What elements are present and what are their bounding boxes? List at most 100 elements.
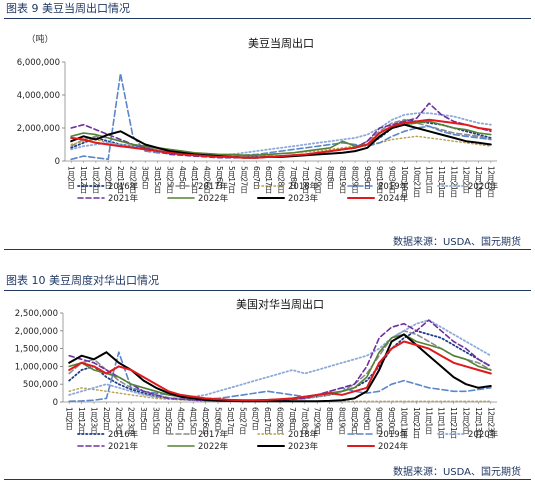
x-tick-label: 8月19日 xyxy=(338,407,347,435)
x-tick-label: 7月29日 xyxy=(314,166,323,194)
legend-label: 2022年 xyxy=(198,441,229,452)
x-tick-label: 10月21日 xyxy=(412,407,421,440)
legend-label: 2024年 xyxy=(378,193,409,204)
x-tick-label: 3月15日 xyxy=(153,166,162,194)
series-line-2020年 xyxy=(68,319,492,400)
series-line-2022年 xyxy=(68,333,492,401)
x-tick-label: 2月2日 xyxy=(104,166,113,190)
x-tick-label: 1月2日 xyxy=(65,407,74,431)
x-tick-label: 7月8日 xyxy=(289,166,298,190)
x-tick-label: 2月13日 xyxy=(114,407,123,435)
legend-label: 2021年 xyxy=(108,441,139,452)
y-tick-label: 1,500,000 xyxy=(15,345,58,355)
legend-label: 2020年 xyxy=(468,181,499,192)
x-tick-label: 4月26日 xyxy=(202,166,211,194)
x-tick-label: 12月13日 xyxy=(474,166,483,199)
x-tick-label: 9月9日 xyxy=(362,407,371,431)
x-tick-label: 7月8日 xyxy=(288,407,297,431)
x-tick-label: 12月23日 xyxy=(486,166,495,199)
x-tick-label: 11月1日 xyxy=(424,407,433,435)
x-tick-label: 6月7日 xyxy=(252,166,261,190)
y-tick-label: 2,500,000 xyxy=(15,309,58,319)
x-tick-label: 1月22日 xyxy=(91,166,100,194)
legend-label: 2018年 xyxy=(288,429,319,440)
x-tick-label: 1月23日 xyxy=(90,407,99,435)
figure-2-bottom-rule xyxy=(4,479,531,480)
x-tick-label: 2月23日 xyxy=(127,407,136,435)
series-line-2020年 xyxy=(70,112,492,158)
x-tick-label: 5月27日 xyxy=(238,407,247,435)
x-tick-label: 12月2日 xyxy=(462,407,471,435)
x-tick-label: 2月13日 xyxy=(116,166,125,194)
figure-1-top-rule xyxy=(4,18,531,19)
x-tick-label: 5月27日 xyxy=(239,166,248,194)
x-tick-label: 4月15日 xyxy=(190,166,199,194)
y-tick-label: 500,000 xyxy=(23,380,58,390)
series-line-2024年 xyxy=(68,340,492,402)
x-tick-label: 7月18日 xyxy=(301,166,310,194)
series-line-2017年 xyxy=(68,329,492,402)
x-tick-label: 8月8日 xyxy=(325,407,334,431)
x-tick-label: 9月9日 xyxy=(363,166,372,190)
legend-label: 2020年 xyxy=(468,429,499,440)
x-tick-label: 5月17日 xyxy=(226,407,235,435)
legend-label: 2019年 xyxy=(378,429,409,440)
y-tick-label: 0 xyxy=(53,398,58,408)
series-line-2023年 xyxy=(68,333,492,403)
legend-label: 2017年 xyxy=(198,181,229,192)
legend-label: 2019年 xyxy=(378,181,409,192)
x-tick-label: 3月15日 xyxy=(152,407,161,435)
figure-1-bottom-rule xyxy=(4,249,531,250)
series-line-2021年 xyxy=(68,319,492,402)
x-tick-label: 9月30日 xyxy=(388,166,397,194)
figure-1-source: 数据来源：USDA、国元期货 xyxy=(392,237,521,248)
x-tick-label: 3月25日 xyxy=(164,407,173,435)
figure-2-source: 数据来源：USDA、国元期货 xyxy=(392,467,521,478)
legend-label: 2016年 xyxy=(108,429,139,440)
x-tick-label: 2月2日 xyxy=(102,407,111,431)
x-tick-label: 10月10日 xyxy=(400,166,409,199)
y-tick-label: 6,000,000 xyxy=(17,58,60,68)
x-tick-label: 4月5日 xyxy=(178,166,187,190)
x-tick-label: 3月5日 xyxy=(141,166,150,190)
figure-2-caption: 图表 10 美豆周度对华出口情况 xyxy=(6,274,159,287)
x-tick-label: 4月26日 xyxy=(201,407,210,435)
series-line-2019年 xyxy=(68,351,492,403)
legend-label: 2024年 xyxy=(378,441,409,452)
chart-title: 美豆当周出口 xyxy=(248,36,314,50)
x-tick-label: 3月25日 xyxy=(165,166,174,194)
x-tick-label: 6月28日 xyxy=(276,407,285,435)
x-tick-label: 6月17日 xyxy=(263,407,272,435)
x-tick-label: 11月11日 xyxy=(437,407,446,440)
x-tick-label: 3月5日 xyxy=(139,407,148,431)
y-tick-label: 2,000,000 xyxy=(15,327,58,337)
legend-label: 2022年 xyxy=(198,193,229,204)
series-line-2024年 xyxy=(70,118,492,159)
x-tick-label: 1月12日 xyxy=(77,407,86,435)
x-tick-label: 5月6日 xyxy=(214,407,223,431)
x-tick-label: 11月21日 xyxy=(449,407,458,440)
x-tick-label: 7月18日 xyxy=(300,407,309,435)
figure-2-top-rule xyxy=(4,290,531,291)
series-line-2023年 xyxy=(70,123,492,159)
y-tick-label: 1,000,000 xyxy=(15,362,58,372)
weekly-export-chart: 美豆当周出口 （吨） 0 2,000,000 4,000,000 6,000,000 1月2… xyxy=(17,33,499,204)
y-tick-label: 0 xyxy=(55,157,60,167)
x-tick-label: 6月28日 xyxy=(277,166,286,194)
x-tick-label: 8月19日 xyxy=(338,166,347,194)
x-tick-label: 5月6日 xyxy=(215,166,224,190)
x-tick-label: 10月11日 xyxy=(400,407,409,440)
legend-label: 2023年 xyxy=(288,193,319,204)
x-tick-label: 8月29日 xyxy=(351,166,360,194)
x-tick-label: 1月12日 xyxy=(79,166,88,194)
x-tick-label: 5月17日 xyxy=(227,166,236,194)
x-tick-label: 12月13日 xyxy=(474,407,483,440)
x-tick-label: 9月19日 xyxy=(375,407,384,435)
legend-label: 2016年 xyxy=(108,181,139,192)
x-tick-label: 7月29日 xyxy=(313,407,322,435)
x-tick-label: 8月8日 xyxy=(326,166,335,190)
legend-label: 2017年 xyxy=(198,429,229,440)
y-unit-label: （吨） xyxy=(26,33,53,45)
x-tick-label: 12月2日 xyxy=(462,166,471,194)
x-tick-label: 4月15日 xyxy=(189,407,198,435)
